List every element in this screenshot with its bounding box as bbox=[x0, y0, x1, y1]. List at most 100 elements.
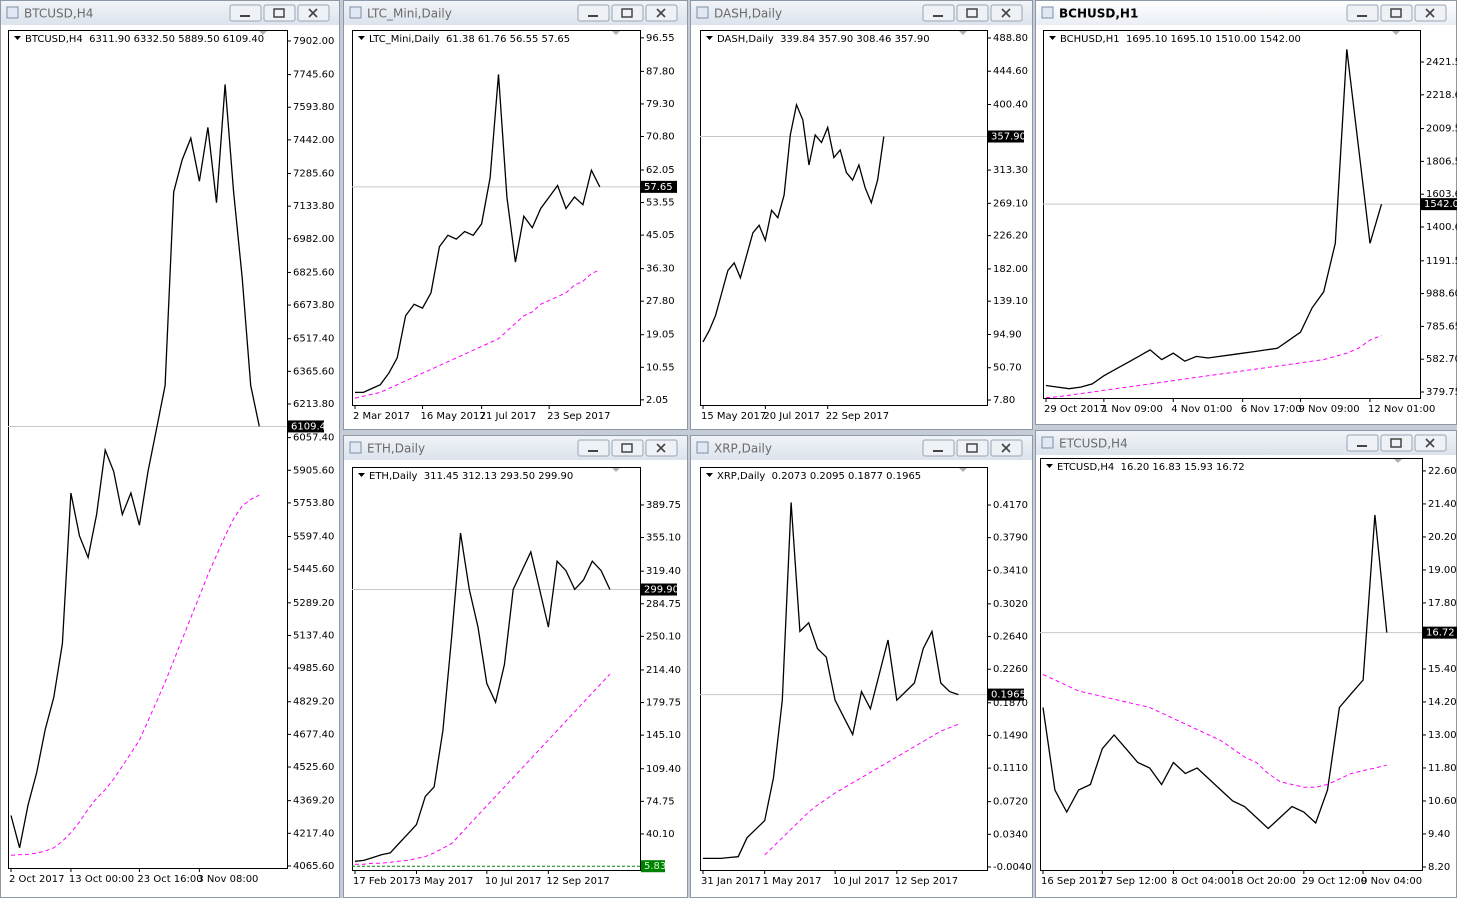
restore-button[interactable] bbox=[956, 4, 989, 22]
y-tick-label: 488.80 bbox=[993, 33, 1028, 44]
y-tick-label: 9.40 bbox=[1428, 829, 1450, 840]
restore-glyph bbox=[966, 8, 978, 18]
minimize-button[interactable] bbox=[1346, 4, 1379, 22]
y-tick-label: 8.20 bbox=[1428, 862, 1450, 873]
x-tick-label: 9 Nov 09:00 bbox=[1299, 404, 1360, 415]
y-tick-label: 7442.00 bbox=[293, 135, 334, 146]
chart-info: BCHUSD,H1 1695.10 1695.10 1510.00 1542.0… bbox=[1060, 34, 1301, 45]
minimize-button[interactable] bbox=[922, 439, 955, 457]
info-arrow[interactable] bbox=[358, 36, 365, 40]
restore-glyph bbox=[621, 8, 633, 18]
x-tick-label: 6 Nov 17:00 bbox=[1241, 404, 1302, 415]
y-tick-label: 0.3790 bbox=[993, 533, 1028, 544]
y-tick-label: 7285.60 bbox=[293, 169, 334, 180]
corner-mark bbox=[959, 31, 967, 35]
last-price-box bbox=[641, 180, 677, 193]
info-arrow[interactable] bbox=[1046, 464, 1053, 468]
x-tick-label: 12 Nov 01:00 bbox=[1368, 404, 1435, 415]
y-tick-label: 6057.40 bbox=[293, 433, 334, 444]
y-tick-label: 0.3410 bbox=[993, 565, 1028, 576]
y-tick-label: 96.55 bbox=[646, 33, 675, 44]
info-arrow[interactable] bbox=[14, 36, 21, 40]
y-tick-label: 5753.80 bbox=[293, 498, 334, 509]
y-tick-label: 2009.50 bbox=[1426, 124, 1457, 135]
last-price-label: 6109.40 bbox=[291, 421, 332, 432]
y-tick-label: 45.05 bbox=[646, 230, 675, 241]
last-price-label: 16.72 bbox=[1426, 628, 1455, 639]
restore-button[interactable] bbox=[611, 439, 644, 457]
y-tick-label: 0.3020 bbox=[993, 599, 1028, 610]
close-glyph bbox=[656, 443, 666, 453]
y-tick-label: 4829.20 bbox=[293, 697, 334, 708]
y-tick-label: 182.00 bbox=[993, 264, 1028, 275]
x-tick-label: 21 Jul 2017 bbox=[480, 411, 537, 422]
restore-button[interactable] bbox=[1380, 434, 1413, 452]
plot-area bbox=[352, 30, 641, 406]
price-line bbox=[1045, 49, 1383, 390]
minimize-button[interactable] bbox=[922, 4, 955, 22]
window-title: ETCUSD,H4 bbox=[1059, 437, 1128, 451]
chart-info: DASH,Daily 339.84 357.90 308.46 357.90 bbox=[717, 34, 930, 45]
info-arrow[interactable] bbox=[1049, 36, 1056, 40]
x-tick-label: 1 May 2017 bbox=[763, 876, 822, 887]
close-glyph bbox=[1425, 438, 1435, 448]
minimize-button[interactable] bbox=[1346, 434, 1379, 452]
minimize-button[interactable] bbox=[229, 4, 262, 22]
x-tick-label: 3 Nov 08:00 bbox=[197, 874, 258, 885]
x-tick-label: 23 Oct 16:00 bbox=[137, 874, 202, 885]
window-title: ETH,Daily bbox=[367, 442, 425, 456]
price-line bbox=[10, 84, 260, 848]
restore-button[interactable] bbox=[956, 439, 989, 457]
y-tick-label: 7.80 bbox=[993, 395, 1015, 406]
last-price-box bbox=[988, 688, 1024, 701]
minimize-button[interactable] bbox=[577, 4, 610, 22]
y-tick-label: 2.05 bbox=[646, 395, 668, 406]
restore-button[interactable] bbox=[611, 4, 644, 22]
x-tick-label: 23 Sep 2017 bbox=[547, 411, 610, 422]
restore-glyph bbox=[1390, 8, 1402, 18]
restore-glyph bbox=[621, 443, 633, 453]
restore-button[interactable] bbox=[263, 4, 296, 22]
y-tick-label: 5445.60 bbox=[293, 564, 334, 575]
y-tick-label: 1603.60 bbox=[1426, 189, 1457, 200]
y-tick-label: -0.0040 bbox=[993, 862, 1032, 873]
info-arrow[interactable] bbox=[706, 36, 713, 40]
y-tick-label: 6517.40 bbox=[293, 334, 334, 345]
level-box bbox=[641, 860, 665, 873]
moving-average bbox=[1045, 334, 1382, 399]
y-tick-label: 988.60 bbox=[1426, 289, 1457, 300]
y-tick-label: 0.4170 bbox=[993, 500, 1028, 511]
y-tick-label: 14.20 bbox=[1428, 697, 1457, 708]
window-icon bbox=[696, 441, 709, 454]
y-tick-label: 4677.40 bbox=[293, 729, 334, 740]
chart-info: LTC_Mini,Daily 61.38 61.76 56.55 57.65 bbox=[369, 34, 570, 45]
close-glyph bbox=[1001, 8, 1011, 18]
y-tick-label: 284.75 bbox=[646, 599, 681, 610]
y-tick-label: 0.1490 bbox=[993, 730, 1028, 741]
y-tick-label: 0.1110 bbox=[993, 763, 1028, 774]
chart-info: ETCUSD,H4 16.20 16.83 15.93 16.72 bbox=[1057, 462, 1245, 473]
y-tick-label: 11.80 bbox=[1428, 763, 1457, 774]
y-tick-label: 19.05 bbox=[646, 330, 675, 341]
y-tick-label: 15.40 bbox=[1428, 664, 1457, 675]
window-title: LTC_Mini,Daily bbox=[367, 7, 452, 21]
y-tick-label: 4369.20 bbox=[293, 796, 334, 807]
minimize-button[interactable] bbox=[577, 439, 610, 457]
info-arrow[interactable] bbox=[358, 473, 365, 477]
y-tick-label: 6213.80 bbox=[293, 399, 334, 410]
moving-average bbox=[354, 269, 601, 399]
window-icon bbox=[6, 6, 19, 19]
x-tick-label: 9 Nov 04:00 bbox=[1361, 876, 1422, 887]
close-glyph bbox=[656, 8, 666, 18]
y-tick-label: 1806.55 bbox=[1426, 156, 1457, 167]
y-tick-label: 109.40 bbox=[646, 764, 681, 775]
window-icon bbox=[349, 441, 362, 454]
y-tick-label: 74.75 bbox=[646, 796, 675, 807]
y-tick-label: 94.90 bbox=[993, 329, 1022, 340]
window-icon bbox=[1041, 436, 1054, 449]
price-line bbox=[354, 532, 611, 862]
info-arrow[interactable] bbox=[706, 473, 713, 477]
restore-button[interactable] bbox=[1380, 4, 1413, 22]
x-tick-label: 27 Sep 12:00 bbox=[1100, 876, 1167, 887]
